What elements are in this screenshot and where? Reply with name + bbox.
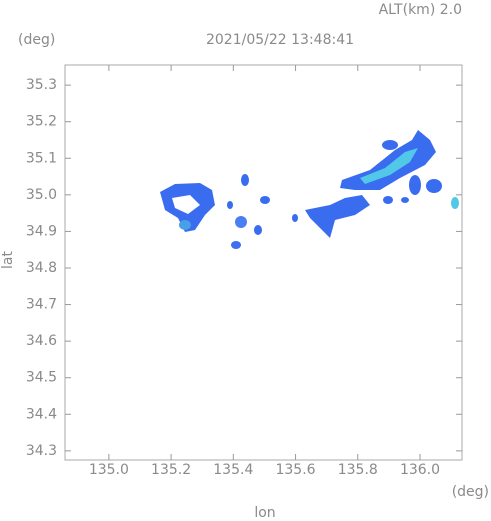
x-tick-label: 135.6 [275, 462, 315, 478]
echo [254, 225, 262, 235]
x-tick-label: 135.4 [213, 462, 253, 478]
echo [409, 175, 421, 195]
y-tick-label: 35.3 [26, 77, 57, 93]
radar-echoes [160, 130, 459, 249]
y-tick-label: 34.6 [26, 333, 57, 349]
altitude-label: ALT(km) 2.0 [379, 2, 462, 18]
echo [235, 216, 247, 228]
x-tick-label: 136.0 [400, 462, 440, 478]
echo-gap [172, 195, 200, 214]
y-tick-label: 35.2 [26, 114, 57, 130]
echo [383, 196, 393, 204]
echo [340, 130, 436, 190]
x-tick-label: 135.8 [338, 462, 378, 478]
echo [292, 214, 298, 222]
echo [401, 197, 409, 203]
echo [260, 196, 270, 204]
x-tick-label: 135.2 [151, 462, 191, 478]
echo [231, 241, 241, 249]
y-axis-label: lat [0, 251, 16, 269]
x-unit: (deg) [452, 484, 489, 500]
echo [227, 201, 233, 209]
y-tick-label: 34.8 [26, 260, 57, 276]
y-tick-label: 34.4 [26, 406, 57, 422]
echo [305, 195, 370, 238]
echo-core [360, 148, 418, 184]
echo [179, 220, 191, 230]
y-unit: (deg) [18, 32, 55, 48]
y-tick-label: 34.5 [26, 370, 57, 386]
y-tick-label: 35.1 [26, 150, 57, 166]
echo [241, 174, 249, 186]
y-tick-label: 34.9 [26, 223, 57, 239]
echo [382, 140, 398, 150]
y-tick-label: 34.3 [26, 443, 57, 459]
plot-frame [64, 64, 463, 461]
echo [426, 179, 442, 193]
echo [451, 197, 459, 209]
x-axis-label: lon [254, 505, 275, 521]
x-tick-label: 135.0 [89, 462, 129, 478]
y-tick-label: 35.0 [26, 187, 57, 203]
chart-title: 2021/05/22 13:48:41 [206, 32, 354, 48]
y-tick-label: 34.7 [26, 297, 57, 313]
